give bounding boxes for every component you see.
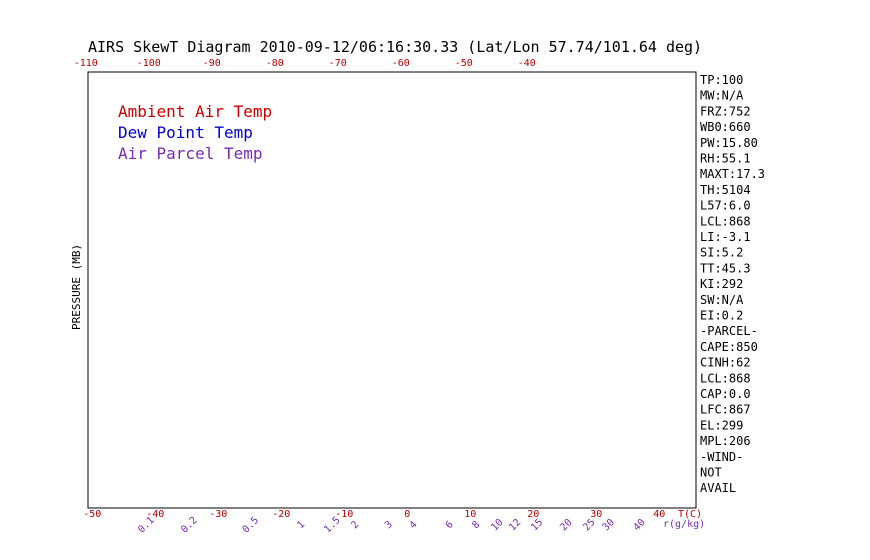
bottom-temp-tick-label: 0 [404, 509, 410, 520]
mixing-ratio-label: 10 [489, 517, 505, 533]
mixing-ratio-label: 3 [383, 519, 395, 531]
mixing-ratio-label: 30 [601, 517, 617, 533]
stability-index-item: RH:55.1 [700, 152, 751, 166]
top-temp-tick-label: -60 [392, 58, 410, 69]
top-temp-tick-label: -80 [266, 58, 284, 69]
bottom-temp-tick-label: 10 [464, 509, 476, 520]
top-temp-tick-label: -70 [329, 58, 347, 69]
mixing-ratio-label: 1 [295, 519, 307, 531]
stability-index-item: MW:N/A [700, 89, 744, 103]
mixing-ratio-label: 6 [444, 519, 456, 531]
mixing-ratio-label: 20 [558, 517, 574, 533]
stability-index-item: LFC:867 [700, 403, 751, 417]
stability-index-item: -PARCEL- [700, 324, 758, 338]
legend-air-parcel-temp: Air Parcel Temp [118, 144, 263, 163]
stability-index-item: LI:-3.1 [700, 230, 751, 244]
bottom-temp-tick-label: 20 [527, 509, 539, 520]
mixing-ratio-label: 2 [349, 519, 361, 531]
mixing-ratio-label: 8 [470, 519, 482, 531]
top-temp-tick-label: -100 [137, 58, 161, 69]
legend-dew-point-temp: Dew Point Temp [118, 123, 253, 142]
stability-index-item: L57:6.0 [700, 199, 751, 213]
bottom-temp-tick-label: 30 [590, 509, 602, 520]
stability-index-item: LCL:868 [700, 214, 751, 228]
stability-index-item: -WIND- [700, 450, 743, 464]
stability-index-item: KI:292 [700, 277, 743, 291]
bottom-temp-tick-label: -50 [83, 509, 101, 520]
mixing-ratio-label: 0.2 [179, 515, 200, 536]
stability-index-item: SW:N/A [700, 293, 744, 307]
y-axis-label: PRESSURE (MB) [70, 244, 83, 330]
top-temp-tick-label: -110 [74, 58, 98, 69]
chart-title: AIRS SkewT Diagram 2010-09-12/06:16:30.3… [88, 38, 702, 56]
bottom-temp-tick-label: -30 [209, 509, 227, 520]
stability-index-item: MPL:206 [700, 434, 751, 448]
stability-index-item: EI:0.2 [700, 309, 743, 323]
stability-index-item: MAXT:17.3 [700, 167, 765, 181]
stability-index-item: WB0:660 [700, 120, 751, 134]
top-temp-tick-label: -90 [203, 58, 221, 69]
stability-index-item: TH:5104 [700, 183, 751, 197]
stability-index-item: FRZ:752 [700, 104, 751, 118]
plot-frame [87, 71, 697, 509]
bottom-temp-tick-label: 40 [653, 509, 665, 520]
bottom-temp-tick-label: -10 [335, 509, 353, 520]
mixing-ratio-unit-label: r(g/kg) [663, 519, 705, 530]
mixing-ratio-label: 4 [408, 519, 420, 531]
mixing-ratio-label: 0.5 [241, 515, 262, 536]
top-temp-tick-label: -40 [518, 58, 536, 69]
x-axis-label-temp: T(C) [678, 509, 702, 520]
mixing-ratio-label: 12 [507, 517, 523, 533]
legend-ambient-air-temp: Ambient Air Temp [118, 102, 272, 121]
stability-index-item: PW:15.80 [700, 136, 758, 150]
stability-index-item: TP:100 [700, 73, 743, 87]
bottom-temp-tick-label: -40 [146, 509, 164, 520]
stability-index-item: LCL:868 [700, 371, 751, 385]
stability-index-item: CAPE:850 [700, 340, 758, 354]
stability-index-item: TT:45.3 [700, 261, 751, 275]
mixing-ratio-label: 40 [632, 517, 648, 533]
stability-index-item: SI:5.2 [700, 246, 743, 260]
stability-index-item: CAP:0.0 [700, 387, 751, 401]
stability-index-item: EL:299 [700, 418, 743, 432]
axis-labels: 1002003004005006007008009001000-110-100-… [74, 58, 697, 536]
stability-index-item: AVAIL [700, 481, 736, 495]
stability-index-item: NOT [700, 466, 722, 480]
bottom-temp-tick-label: -20 [272, 509, 290, 520]
stability-index-item: CINH:62 [700, 356, 751, 370]
top-temp-tick-label: -50 [455, 58, 473, 69]
